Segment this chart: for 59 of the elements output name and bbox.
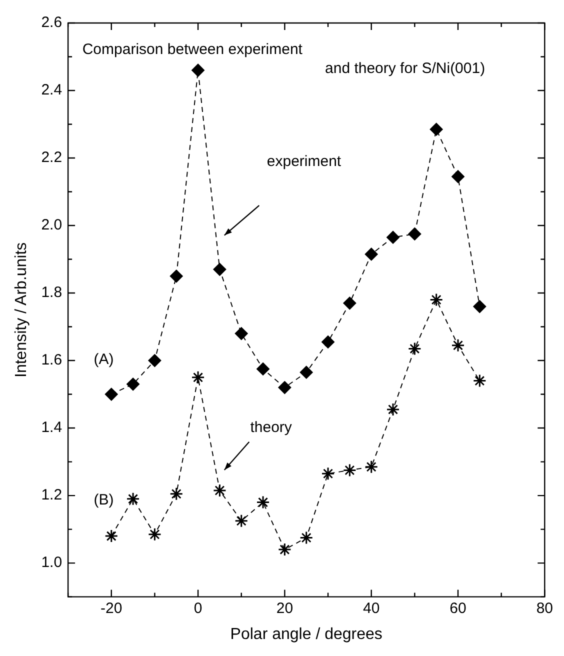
y-tick-label: 1.4	[41, 419, 62, 436]
annotation: theory	[250, 419, 292, 436]
point	[256, 362, 270, 376]
point	[300, 530, 314, 544]
point	[408, 342, 422, 356]
point	[321, 466, 335, 480]
point	[126, 492, 140, 506]
x-tick-label: 60	[450, 600, 466, 617]
point	[386, 402, 400, 416]
point	[473, 300, 486, 314]
point	[343, 296, 356, 310]
x-axis-title: Polar angle / degrees	[230, 626, 382, 643]
point	[148, 528, 162, 542]
x-tick-label: 0	[194, 600, 202, 617]
point	[278, 381, 292, 394]
annotation: (A)	[94, 350, 114, 368]
point	[472, 374, 486, 388]
y-tick-label: 2.6	[41, 14, 62, 32]
y-tick-label: 2.0	[41, 216, 62, 234]
point	[364, 460, 378, 474]
annotation: and theory for S/Ni(001)	[325, 60, 486, 78]
point	[170, 487, 184, 501]
point	[256, 496, 270, 510]
point	[430, 122, 443, 136]
annotation: Comparison between experiment	[82, 41, 304, 58]
point	[234, 327, 248, 340]
point	[322, 335, 335, 348]
x-tick-label: 40	[363, 600, 380, 617]
x-tick-label: 80	[536, 600, 553, 617]
point	[104, 388, 118, 401]
point	[386, 230, 400, 244]
point	[430, 293, 444, 307]
y-tick-label: 1.0	[41, 554, 62, 572]
point	[452, 170, 464, 184]
point	[278, 542, 292, 556]
annotation: experiment	[266, 153, 342, 170]
x-tick-label: -20	[100, 600, 122, 617]
point	[126, 378, 140, 391]
y-tick-label: 1.2	[41, 486, 62, 504]
point	[408, 227, 422, 240]
point	[148, 354, 162, 368]
y-tick-label: 1.8	[41, 284, 62, 302]
point	[213, 262, 226, 276]
point	[170, 270, 183, 283]
annotation: (B)	[94, 492, 114, 509]
y-axis-title: Intensity / Arb.units	[13, 242, 30, 378]
point	[342, 463, 356, 477]
x-tick-label: 20	[276, 600, 294, 617]
point	[104, 529, 118, 543]
point	[191, 370, 205, 384]
point	[234, 514, 248, 528]
y-tick-label: 2.4	[41, 82, 62, 99]
point	[300, 366, 313, 379]
point	[212, 484, 226, 498]
point	[192, 64, 205, 77]
point	[364, 248, 378, 261]
y-tick-label: 2.2	[41, 149, 62, 166]
point	[451, 338, 465, 352]
y-tick-label: 1.6	[41, 352, 62, 369]
